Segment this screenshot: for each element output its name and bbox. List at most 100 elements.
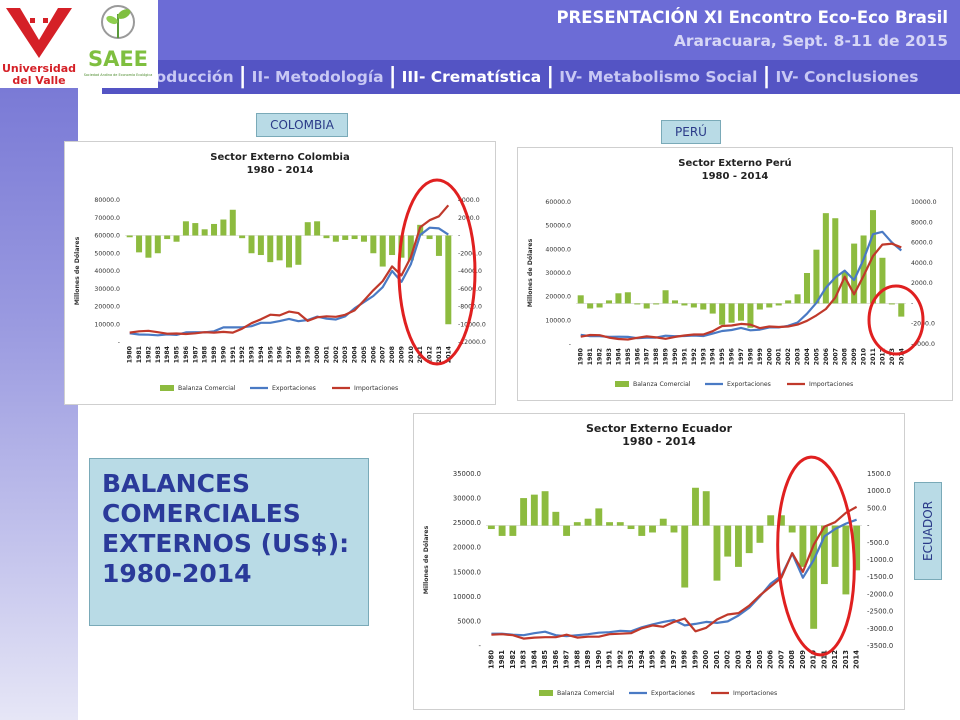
left-tick-label: 10000.0 [453,593,481,601]
year-tick-label: 2011 [870,348,877,365]
highlight-circle [776,455,856,657]
balanza-bar [724,525,732,557]
right-tick-label: -10000.0 [458,321,486,328]
legend-swatch-balanza [615,381,629,387]
country-label-ecuador-text: ECUADOR [921,501,935,561]
year-tick-label: 1997 [670,650,678,669]
year-tick-label: 2013 [842,650,850,669]
left-tick-label: 35000.0 [453,470,481,478]
chart-title: Sector Externo Ecuador [586,422,733,435]
right-tick-label: 1500.0 [867,470,891,478]
balanza-bar [295,235,302,265]
saee-tagline: Sociedad Andina de Economía Ecológica [84,73,153,77]
university-name-line-1: Universidad [2,62,76,75]
year-tick-label: 2011 [820,650,828,669]
year-tick-label: 1981 [587,348,594,365]
left-tick-label: 30000.0 [545,270,571,277]
importaciones-line [129,204,450,336]
balanza-bar [788,525,796,533]
balanza-bar [643,303,650,309]
balanza-bar [126,235,133,238]
year-tick-label: 2014 [445,345,452,363]
balanza-bar [201,229,208,236]
year-tick-label: 1998 [747,348,754,365]
year-tick-label: 1980 [578,347,585,365]
country-label-peru: PERÚ [661,120,721,144]
year-tick-label: 1996 [729,348,736,365]
year-tick-label: 2006 [767,650,775,669]
balanza-bar [841,271,848,304]
chart-subtitle: 1980 - 2014 [702,171,769,182]
balanza-bar [173,235,180,242]
balanza-bar [670,525,678,533]
year-tick-label: 2006 [370,346,377,363]
year-tick-label: 2008 [389,346,396,363]
balanza-bar [700,303,707,310]
nav-item-metabolismo-social[interactable]: IV- Metabolismo Social [559,68,758,86]
balanza-bar [713,525,721,581]
balanza-bar [898,303,905,317]
section-nav-bar: I- Introducción | II- Metodología | III-… [102,60,960,94]
legend-swatch-balanza [539,690,553,696]
year-tick-label: 1995 [649,650,657,669]
balanza-bar [659,518,667,526]
balanza-bar [747,303,754,328]
year-tick-label: 1996 [277,346,284,363]
year-tick-label: 2013 [889,348,896,365]
nav-item-crematistica[interactable]: III- Crematística [401,68,542,86]
year-tick-label: 2007 [832,348,839,365]
year-tick-label: 1982 [597,348,604,365]
y-axis-label: Millones de Dólares [422,525,430,594]
university-name-line-2: del Valle [12,74,65,87]
balanza-bar [709,303,716,314]
balanza-bar [653,303,660,305]
balanza-bar [820,525,828,585]
legend-label-exportaciones: Exportaciones [651,690,695,697]
balanza-bar [719,303,726,325]
year-tick-label: 1992 [691,348,698,365]
balanza-bar [737,303,745,321]
legend-label-exportaciones: Exportaciones [272,385,316,392]
year-tick-label: 1993 [249,346,256,363]
nav-item-metodologia[interactable]: II- Metodología [251,68,384,86]
year-tick-label: 1984 [615,347,622,365]
year-tick-label: 1988 [653,348,660,365]
year-tick-label: 1987 [563,650,571,669]
year-tick-label: 1994 [638,650,646,669]
right-tick-label: -3000.0 [867,625,893,633]
year-tick-label: 1998 [681,650,689,669]
year-tick-label: 1983 [606,348,613,365]
balanza-bar [681,303,688,306]
balanza-bar [407,235,414,261]
right-tick-label: -12000.0 [458,339,486,346]
saee-name: SAEE [88,47,148,71]
left-tick-label: 70000.0 [94,215,120,222]
balanza-bar [745,525,753,554]
balanza-bar [332,235,339,242]
balanza-bar [634,303,641,305]
balanza-bar [276,235,283,261]
left-tick-label: 40000.0 [94,268,120,275]
balanza-bar [389,235,396,256]
nav-separator: | [762,64,771,89]
balanza-bar [777,515,785,526]
balanza-bar [605,300,613,304]
year-tick-label: 1999 [305,346,312,363]
year-tick-label: 2008 [788,650,796,669]
left-tick-label: - [569,341,571,348]
right-tick-label: 4000.0 [458,197,480,204]
year-tick-label: 2007 [380,346,387,363]
balance-line-4: 1980-2014 [102,559,252,588]
balanza-bar [756,303,763,310]
year-tick-label: 1991 [681,348,688,365]
balanza-bar [615,293,622,304]
balanza-bar [832,218,839,304]
nav-item-conclusiones[interactable]: IV- Conclusiones [775,68,919,86]
balanza-bar [239,235,246,239]
left-tick-label: 20000.0 [94,304,120,311]
left-tick-label: 10000.0 [94,321,120,328]
balanza-bar [342,235,349,240]
importaciones-line [580,242,902,341]
exportaciones-line [491,518,857,638]
balanza-bar [794,294,801,304]
